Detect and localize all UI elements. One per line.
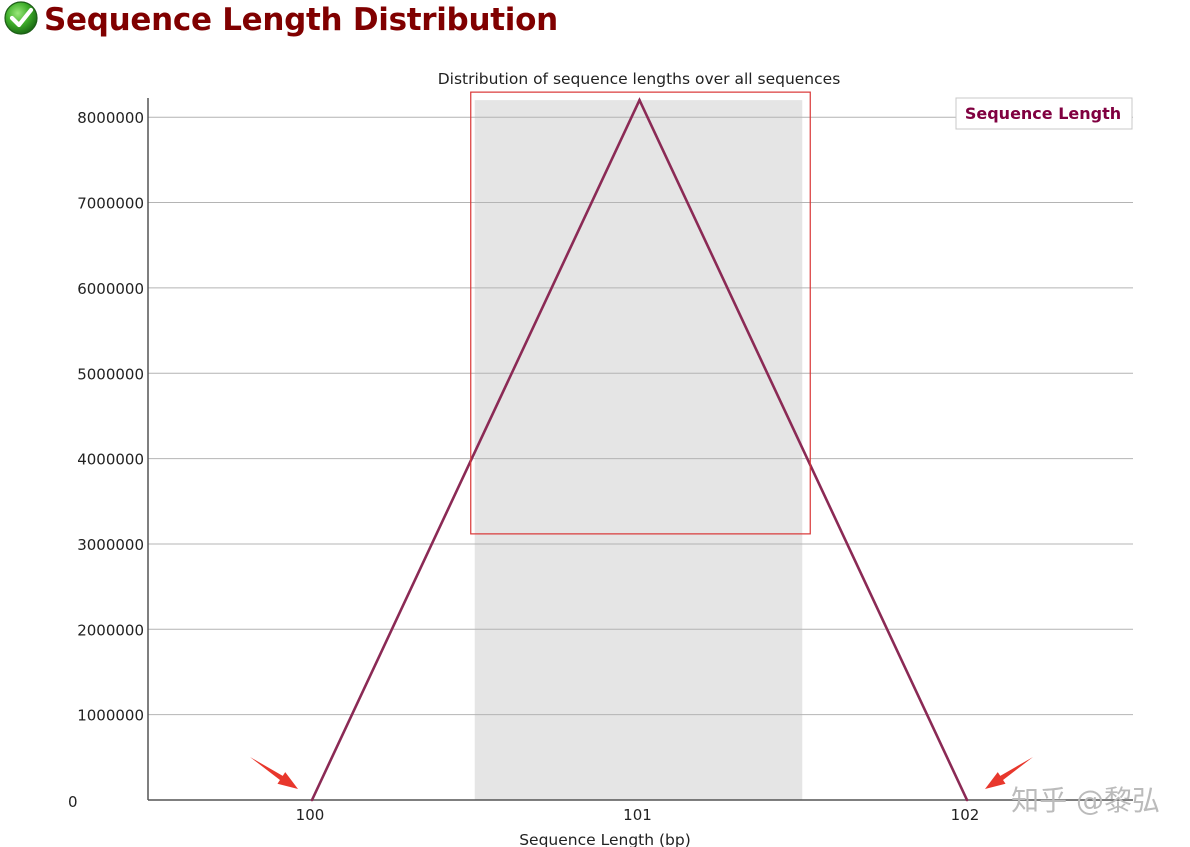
y-tick-label: 0 — [68, 793, 78, 811]
y-tick-labels: 0 1000000 2000000 3000000 4000000 5000000 6000… — [68, 109, 144, 811]
data-point — [310, 798, 314, 802]
x-axis-title: Sequence Length (bp) — [519, 831, 691, 847]
legend: Sequence Length — [955, 97, 1133, 130]
page-title: Sequence Length Distribution — [44, 2, 558, 38]
arrow-annotation — [985, 757, 1033, 789]
series-layer — [310, 97, 969, 802]
arrow-shape — [985, 757, 1033, 789]
arrow-annotation — [250, 757, 298, 789]
gridlines — [148, 116, 1133, 716]
chart-title: Distribution of sequence lengths over al… — [438, 70, 841, 88]
y-tick-label: 6000000 — [77, 280, 144, 298]
legend-box — [955, 97, 1133, 130]
y-tick-label: 5000000 — [77, 365, 144, 383]
y-tick-label: 4000000 — [77, 451, 144, 469]
y-tick-label: 3000000 — [77, 536, 144, 554]
y-tick-label: 2000000 — [77, 621, 144, 639]
annotation-box — [470, 91, 811, 535]
x-tick-label: 100 — [296, 806, 325, 824]
data-point — [638, 98, 641, 102]
legend-label: Sequence Length — [965, 104, 1121, 123]
watermark: 知乎 @黎弘 — [1011, 784, 1160, 817]
check-circle-icon — [4, 1, 38, 35]
arrow-annotations — [250, 757, 1033, 789]
y-tick-label: 8000000 — [77, 109, 144, 127]
arrow-shape — [250, 757, 298, 789]
data-point — [965, 798, 969, 802]
y-tick-label: 7000000 — [77, 195, 144, 213]
x-tick-label: 101 — [623, 806, 652, 824]
shaded-band — [474, 100, 803, 800]
header: Sequence Length Distribution — [0, 0, 700, 46]
x-tick-label: 102 — [951, 806, 980, 824]
y-tick-label: 1000000 — [77, 707, 144, 725]
x-tick-labels: 100 101 102 — [296, 806, 980, 824]
